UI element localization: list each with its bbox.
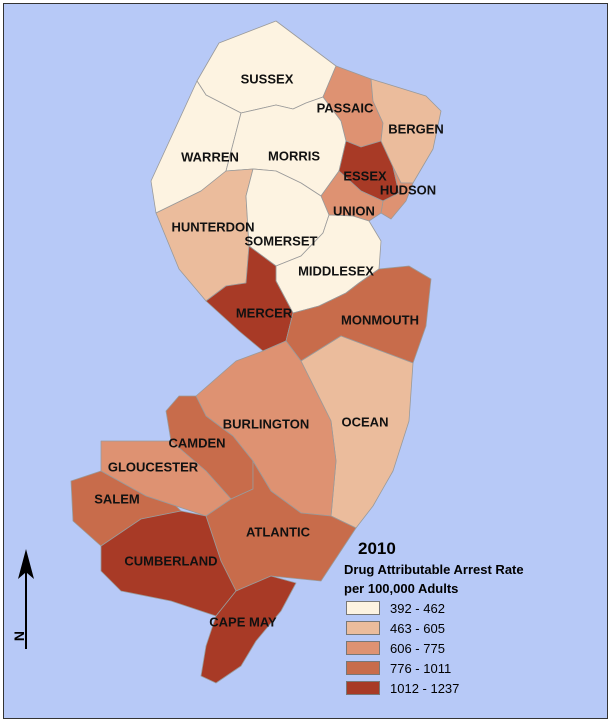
county-label-camden: CAMDEN [168,435,225,450]
legend-label: 463 - 605 [390,620,445,636]
legend-title: Drug Attributable Arrest Rate per 100,00… [344,560,584,598]
legend-row: 606 - 775 [344,638,584,658]
county-label-middlesex: MIDDLESEX [298,263,374,278]
county-hudson[interactable] [380,166,414,220]
county-label-union: UNION [333,203,375,218]
legend-row: 776 - 1011 [344,658,584,678]
legend-year: 2010 [358,539,396,558]
county-label-cumberland: CUMBERLAND [124,553,217,568]
county-label-cape-may: CAPE MAY [209,614,277,629]
county-label-salem: SALEM [94,491,140,506]
county-label-atlantic: ATLANTIC [246,524,311,539]
county-cape-may[interactable] [200,575,297,684]
legend-row: 392 - 462 [344,598,584,618]
legend-swatch [346,681,380,695]
legend-label: 776 - 1011 [390,660,452,676]
legend: 2010 Drug Attributable Arrest Rate per 1… [344,539,584,698]
north-letter: N [11,630,28,642]
county-label-warren: WARREN [181,149,239,164]
county-label-essex: ESSEX [343,168,387,183]
county-label-somerset: SOMERSET [245,233,318,248]
new-jersey-map: SUSSEX PASSAIC BERGEN WARREN MORRIS ESSE… [70,20,444,684]
county-label-sussex: SUSSEX [241,71,294,86]
county-label-bergen: BERGEN [388,121,444,136]
legend-swatch [346,661,380,675]
legend-row: 1012 - 1237 [344,678,584,698]
county-label-ocean: OCEAN [342,414,389,429]
county-label-passaic: PASSAIC [317,100,374,115]
county-label-mercer: MERCER [236,305,293,320]
legend-label: 606 - 775 [390,640,445,656]
legend-row: 463 - 605 [344,618,584,638]
county-label-monmouth: MONMOUTH [341,312,419,327]
legend-label: 1012 - 1237 [390,680,460,696]
legend-title-line2: per 100,000 Adults [344,581,459,596]
map-frame: SUSSEX PASSAIC BERGEN WARREN MORRIS ESSE… [3,3,608,719]
county-label-burlington: BURLINGTON [223,416,309,431]
county-label-gloucester: GLOUCESTER [108,459,199,474]
legend-swatch [346,601,380,615]
legend-swatch [346,641,380,655]
county-sussex[interactable] [196,20,337,114]
legend-title-line1: Drug Attributable Arrest Rate [344,562,524,577]
county-label-hunterdon: HUNTERDON [171,219,254,234]
county-mercer[interactable] [205,245,294,352]
legend-label: 392 - 462 [390,600,445,616]
county-label-morris: MORRIS [268,148,320,163]
county-label-hudson: HUDSON [380,182,436,197]
north-arrow-icon [18,549,34,649]
legend-swatch [346,621,380,635]
